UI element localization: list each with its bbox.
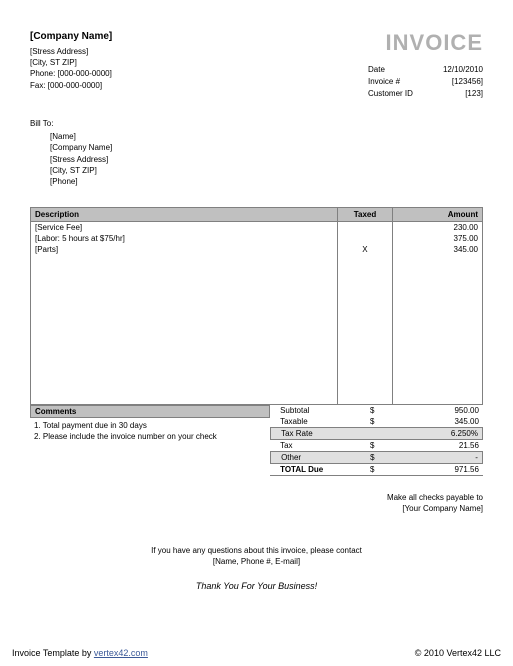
cell-desc: [Labor: 5 hours at $75/hr] xyxy=(31,233,338,244)
tax-row: Tax $ 21.56 xyxy=(270,439,483,451)
billto-citystzip: [City, ST ZIP] xyxy=(50,165,483,176)
header-block: [Company Name] [Stress Address] [City, S… xyxy=(30,30,483,100)
footer-right: © 2010 Vertex42 LLC xyxy=(415,648,501,658)
taxable-currency: $ xyxy=(359,417,385,426)
items-header-row: Description Taxed Amount xyxy=(31,208,483,222)
contact-block: If you have any questions about this inv… xyxy=(30,545,483,567)
totaldue-label: TOTAL Due xyxy=(270,465,359,474)
totals-block: Subtotal $ 950.00 Taxable $ 345.00 Tax R… xyxy=(270,405,483,476)
taxrate-currency xyxy=(360,429,385,438)
meta-custid-value: [123] xyxy=(428,88,483,100)
table-row: [Labor: 5 hours at $75/hr] 375.00 xyxy=(31,233,483,244)
billto-phone: [Phone] xyxy=(50,176,483,187)
comments-block: Comments 1. Total payment due in 30 days… xyxy=(30,405,270,476)
tax-value: 21.56 xyxy=(385,441,483,450)
footer: Invoice Template by vertex42.com © 2010 … xyxy=(12,648,501,658)
bottom-section: Comments 1. Total payment due in 30 days… xyxy=(30,405,483,476)
comments-body: 1. Total payment due in 30 days 2. Pleas… xyxy=(30,418,270,444)
footer-left: Invoice Template by vertex42.com xyxy=(12,648,148,658)
cell-taxed: X xyxy=(338,244,392,405)
thanks-text: Thank You For Your Business! xyxy=(30,581,483,591)
subtotal-value: 950.00 xyxy=(385,406,483,415)
payable-line1: Make all checks payable to xyxy=(30,492,483,503)
contact-line1: If you have any questions about this inv… xyxy=(30,545,483,556)
meta-custid-label: Customer ID xyxy=(368,88,428,100)
meta-date-row: Date 12/10/2010 xyxy=(368,64,483,76)
company-address: [Stress Address] xyxy=(30,46,112,57)
other-currency: $ xyxy=(360,453,385,462)
header-description: Description xyxy=(31,208,338,222)
table-row: [Parts] X 345.00 xyxy=(31,244,483,405)
cell-taxed xyxy=(338,222,392,234)
tax-label: Tax xyxy=(270,441,359,450)
totaldue-currency: $ xyxy=(359,465,385,474)
company-citystzip: [City, ST ZIP] xyxy=(30,57,112,68)
meta-date-value: 12/10/2010 xyxy=(428,64,483,76)
taxrate-label: Tax Rate xyxy=(271,429,360,438)
subtotal-row: Subtotal $ 950.00 xyxy=(270,405,483,416)
meta-invnum-label: Invoice # xyxy=(368,76,428,88)
tax-currency: $ xyxy=(359,441,385,450)
meta-invnum-row: Invoice # [123456] xyxy=(368,76,483,88)
billto-name: [Name] xyxy=(50,131,483,142)
taxable-row: Taxable $ 345.00 xyxy=(270,416,483,427)
cell-amount: 230.00 xyxy=(392,222,482,234)
meta-custid-row: Customer ID [123] xyxy=(368,88,483,100)
cell-amount: 375.00 xyxy=(392,233,482,244)
billto-body: [Name] [Company Name] [Stress Address] [… xyxy=(30,131,483,187)
other-row: Other $ - xyxy=(270,451,483,464)
invoice-title: INVOICE xyxy=(368,30,483,56)
company-block: [Company Name] [Stress Address] [City, S… xyxy=(30,30,112,100)
other-value: - xyxy=(385,453,482,462)
subtotal-label: Subtotal xyxy=(270,406,359,415)
cell-taxed xyxy=(338,233,392,244)
cell-desc: [Parts] xyxy=(31,244,338,405)
comments-header: Comments xyxy=(30,405,270,418)
company-name: [Company Name] xyxy=(30,30,112,44)
footer-link[interactable]: vertex42.com xyxy=(94,648,148,658)
subtotal-currency: $ xyxy=(359,406,385,415)
taxable-label: Taxable xyxy=(270,417,359,426)
billto-company: [Company Name] xyxy=(50,142,483,153)
payable-block: Make all checks payable to [Your Company… xyxy=(30,492,483,514)
footer-left-label: Invoice Template by xyxy=(12,648,94,658)
billto-label: Bill To: xyxy=(30,118,483,129)
items-table: Description Taxed Amount [Service Fee] 2… xyxy=(30,207,483,405)
taxrate-row: Tax Rate 6.250% xyxy=(270,427,483,439)
taxrate-value: 6.250% xyxy=(385,429,482,438)
other-label: Other xyxy=(271,453,360,462)
totaldue-row: TOTAL Due $ 971.56 xyxy=(270,464,483,476)
comment-line: 2. Please include the invoice number on … xyxy=(34,431,266,442)
meta-invnum-value: [123456] xyxy=(428,76,483,88)
cell-desc: [Service Fee] xyxy=(31,222,338,234)
header-amount: Amount xyxy=(392,208,482,222)
payable-line2: [Your Company Name] xyxy=(30,503,483,514)
header-taxed: Taxed xyxy=(338,208,392,222)
company-fax: Fax: [000-000-0000] xyxy=(30,80,112,91)
billto-address: [Stress Address] xyxy=(50,154,483,165)
company-phone: Phone: [000-000-0000] xyxy=(30,68,112,79)
cell-amount: 345.00 xyxy=(392,244,482,405)
taxable-value: 345.00 xyxy=(385,417,483,426)
totaldue-value: 971.56 xyxy=(385,465,483,474)
title-meta-block: INVOICE Date 12/10/2010 Invoice # [12345… xyxy=(368,30,483,100)
contact-line2: [Name, Phone #, E-mail] xyxy=(30,556,483,567)
meta-block: Date 12/10/2010 Invoice # [123456] Custo… xyxy=(368,64,483,100)
billto-block: Bill To: [Name] [Company Name] [Stress A… xyxy=(30,118,483,187)
comment-line: 1. Total payment due in 30 days xyxy=(34,420,266,431)
meta-date-label: Date xyxy=(368,64,428,76)
table-row: [Service Fee] 230.00 xyxy=(31,222,483,234)
